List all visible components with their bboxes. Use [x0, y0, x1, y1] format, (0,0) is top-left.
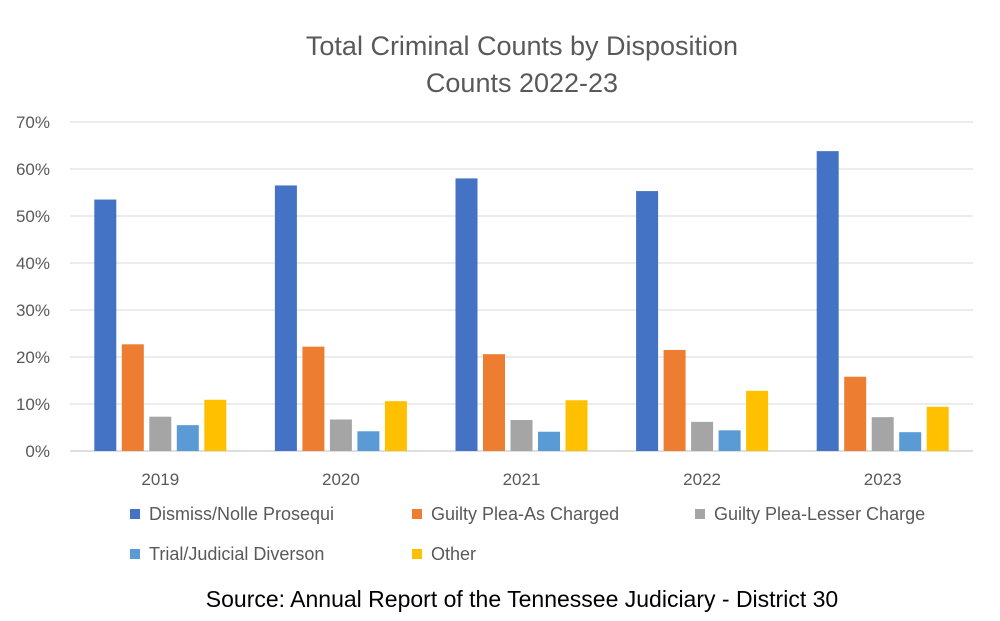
legend-swatch-trial-diversion	[130, 549, 140, 559]
y-tick-label: 70%	[16, 113, 50, 132]
chart-title-line-2: Counts 2022-23	[425, 68, 619, 98]
bar	[329, 419, 352, 451]
x-tick-label: 2021	[503, 470, 541, 489]
y-tick-label: 40%	[16, 254, 50, 273]
bar	[718, 430, 741, 451]
x-tick-label: 2020	[322, 470, 360, 489]
bar	[926, 406, 949, 451]
y-tick-label: 20%	[16, 348, 50, 367]
legend-label-other: Other	[431, 544, 477, 564]
bar	[176, 425, 199, 451]
bar	[384, 401, 407, 451]
x-tick-label: 2022	[683, 470, 721, 489]
y-tick-label: 10%	[16, 395, 50, 414]
legend-label-dismiss: Dismiss/Nolle Prosequi	[149, 504, 335, 524]
x-tick-label: 2023	[864, 470, 902, 489]
bar	[636, 191, 659, 451]
chart-legend: Dismiss/Nolle Prosequi Guilty Plea-As Ch…	[130, 500, 950, 568]
legend-label-guilty-charged: Guilty Plea-As Charged	[431, 504, 620, 524]
bar	[149, 416, 172, 451]
bar-chart: 0% 10% 20% 30% 40% 50% 60% 70% 2019 2020 2021 2022 2…	[16, 113, 973, 489]
bar	[538, 431, 560, 451]
bar	[746, 390, 769, 451]
y-tick-label: 0%	[25, 442, 50, 461]
y-tick-label: 60%	[16, 160, 50, 179]
legend-swatch-dismiss	[130, 509, 140, 519]
legend-label-trial-diversion: Trial/Judicial Diverson	[149, 544, 325, 564]
bar	[899, 432, 922, 451]
legend-label-guilty-lesser: Guilty Plea-Lesser Charge	[714, 504, 926, 524]
legend-swatch-guilty-charged	[412, 509, 422, 519]
bar	[204, 399, 227, 451]
source-note: Source: Annual Report of the Tennessee J…	[205, 586, 839, 612]
legend-item-dismiss: Dismiss/Nolle Prosequi	[130, 500, 412, 528]
legend-item-other: Other	[412, 540, 476, 568]
bar	[302, 346, 325, 451]
bar	[844, 376, 867, 451]
legend-item-guilty-charged: Guilty Plea-As Charged	[412, 500, 695, 528]
legend-swatch-guilty-lesser	[695, 509, 705, 519]
legend-item-trial-diversion: Trial/Judicial Diverson	[130, 540, 412, 568]
bar	[357, 431, 380, 451]
bar	[483, 354, 505, 451]
x-tick-label: 2019	[141, 470, 179, 489]
bar	[691, 421, 714, 451]
y-tick-label: 50%	[16, 207, 50, 226]
legend-item-guilty-lesser: Guilty Plea-Lesser Charge	[695, 500, 945, 528]
bar	[121, 344, 144, 451]
bar	[816, 151, 839, 451]
bar	[94, 199, 117, 451]
bar	[565, 400, 588, 451]
bar	[510, 419, 533, 451]
chart-title: Total Criminal Counts by Disposition Cou…	[0, 28, 1000, 102]
bar	[871, 417, 894, 451]
chart-title-line-1: Total Criminal Counts by Disposition	[305, 31, 739, 61]
legend-swatch-other	[412, 549, 422, 559]
bar	[274, 185, 297, 451]
y-tick-label: 30%	[16, 301, 50, 320]
bar	[663, 349, 686, 451]
bar	[455, 178, 478, 451]
